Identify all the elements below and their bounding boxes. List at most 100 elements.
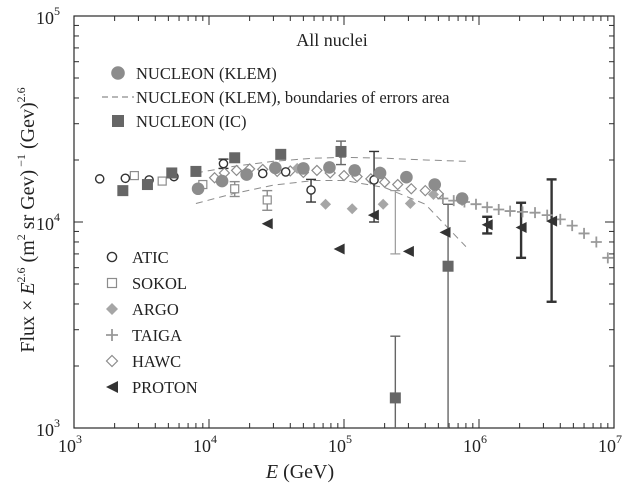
nucleon-klem-point bbox=[323, 161, 336, 174]
extra-error-bar bbox=[390, 190, 401, 255]
legend-item-nucleon-klem: NUCLEON (KLEM) bbox=[111, 64, 277, 83]
x-tick-label-exp: 6 bbox=[481, 432, 487, 446]
legend-marker-open-square bbox=[106, 277, 118, 289]
legend-label: NUCLEON (KLEM) bbox=[136, 64, 277, 83]
legend-label: ARGO bbox=[132, 300, 179, 319]
x-tick-label-exp: 5 bbox=[346, 432, 352, 446]
error-bars bbox=[218, 140, 557, 428]
sokol-point bbox=[129, 170, 139, 181]
taiga-point bbox=[517, 206, 528, 218]
legend-left: ATIC SOKOL ARGO TAIGA HAWC PROTON bbox=[105, 248, 198, 397]
taiga-point bbox=[493, 203, 505, 215]
x-tick-label: 107 bbox=[598, 432, 622, 456]
hawc-point bbox=[311, 164, 323, 177]
legend-marker-diamond bbox=[106, 303, 118, 315]
y-label-part-4: 2 bbox=[14, 234, 28, 240]
x-axis-label-var: E bbox=[265, 461, 278, 483]
legend-label: PROTON bbox=[132, 378, 198, 397]
atic-point bbox=[120, 173, 131, 184]
taiga-point bbox=[602, 252, 614, 264]
y-tick-label: 104 bbox=[36, 210, 60, 234]
legend-item-taiga: TAIGA bbox=[106, 326, 182, 345]
sokol-point bbox=[262, 195, 272, 205]
x-tick-label: 104 bbox=[193, 432, 217, 456]
x-tick-label-base: 10 bbox=[193, 436, 211, 456]
hawc-point bbox=[230, 164, 243, 177]
nucleon-ic-point bbox=[166, 167, 178, 179]
x-tick-label-base: 10 bbox=[463, 436, 481, 456]
x-tick-label-base: 10 bbox=[598, 436, 616, 456]
legend-item-argo: ARGO bbox=[106, 300, 179, 319]
atic-point bbox=[306, 185, 316, 195]
y-axis-label: Flux × E2.6 (m2 sr Gev) −1 (Gev)2.6 bbox=[14, 87, 39, 352]
y-tick-label-base: 10 bbox=[36, 8, 54, 28]
hawc-point bbox=[405, 182, 418, 195]
legend-item-nucleon-klem-boundaries-of-errors-area: NUCLEON (KLEM), boundaries of errors are… bbox=[102, 88, 450, 107]
legend-marker-left-triangle bbox=[106, 381, 118, 393]
legend-item-sokol: SOKOL bbox=[106, 274, 187, 293]
x-tick-label: 103 bbox=[58, 432, 82, 456]
y-label-part-7: (Gev) bbox=[17, 102, 39, 154]
x-tick-label: 105 bbox=[328, 432, 352, 456]
nucleon-klem-point bbox=[348, 164, 361, 177]
taiga-point bbox=[529, 207, 541, 219]
hawc-point bbox=[391, 178, 404, 191]
y-tick-label-exp: 3 bbox=[54, 416, 60, 430]
x-tick-label-base: 10 bbox=[328, 436, 346, 456]
hawc-series bbox=[208, 163, 445, 200]
hawc-point bbox=[338, 169, 350, 182]
proton-point bbox=[515, 222, 527, 234]
nucleon-klem-point bbox=[455, 192, 469, 205]
y-label-part-6: −1 bbox=[14, 154, 28, 170]
nucleon-ic-series bbox=[117, 145, 454, 404]
nucleon-klem-point bbox=[373, 166, 387, 180]
data-points bbox=[94, 145, 614, 404]
atic-point bbox=[257, 168, 268, 179]
legend-marker-square bbox=[112, 115, 124, 127]
atic-point bbox=[94, 174, 105, 184]
atic-point bbox=[369, 175, 379, 185]
nucleon-ic-point bbox=[442, 260, 454, 272]
nucleon-ic-error-bar bbox=[443, 203, 454, 428]
nucleon-klem-series bbox=[191, 161, 469, 205]
legend-item-hawc: HAWC bbox=[105, 352, 181, 371]
proton-error-bar bbox=[546, 178, 557, 303]
legend-top: NUCLEON (KLEM) NUCLEON (KLEM), boundaries… bbox=[102, 64, 450, 131]
hawc-point bbox=[419, 184, 432, 197]
y-label-part-5: sr Gev) bbox=[17, 170, 39, 234]
legend-label: NUCLEON (KLEM), boundaries of errors are… bbox=[136, 88, 450, 107]
x-tick-label-exp: 7 bbox=[616, 432, 622, 446]
proton-point bbox=[261, 218, 273, 230]
taiga-point bbox=[566, 220, 578, 232]
x-axis-label: E (GeV) bbox=[265, 461, 334, 483]
x-tick-label: 106 bbox=[463, 432, 487, 456]
x-axis-label-unit: (GeV) bbox=[278, 461, 334, 483]
y-tick-label-exp: 5 bbox=[54, 4, 60, 18]
taiga-point bbox=[470, 198, 482, 210]
atic-point bbox=[218, 158, 229, 169]
nucleon-ic-point bbox=[389, 392, 401, 404]
argo-point bbox=[427, 188, 439, 200]
argo-point bbox=[346, 203, 358, 215]
taiga-point bbox=[504, 205, 516, 217]
proton-point bbox=[402, 245, 414, 257]
proton-point bbox=[439, 226, 451, 238]
x-tick-label-exp: 4 bbox=[211, 432, 217, 446]
hawc-point bbox=[378, 176, 391, 189]
proton-series bbox=[261, 209, 558, 257]
nucleon-ic-point bbox=[275, 148, 287, 160]
nucleon-klem-point bbox=[191, 182, 205, 196]
legend-label: NUCLEON (IC) bbox=[136, 112, 246, 131]
nucleon-klem-point bbox=[240, 168, 253, 181]
error-boundary-line bbox=[195, 180, 467, 247]
y-label-part-2: 2.6 bbox=[14, 267, 28, 282]
y-label-part-1: E bbox=[17, 282, 39, 295]
nucleon-ic-error-bar bbox=[390, 335, 401, 428]
legend-item-proton: PROTON bbox=[106, 378, 198, 397]
legend-marker-open-diamond bbox=[105, 354, 119, 368]
x-tick-labels: 103 104 105 106 107 bbox=[58, 432, 622, 456]
legend-label: TAIGA bbox=[132, 326, 182, 345]
legend-label: ATIC bbox=[132, 248, 169, 267]
proton-point bbox=[367, 209, 379, 221]
